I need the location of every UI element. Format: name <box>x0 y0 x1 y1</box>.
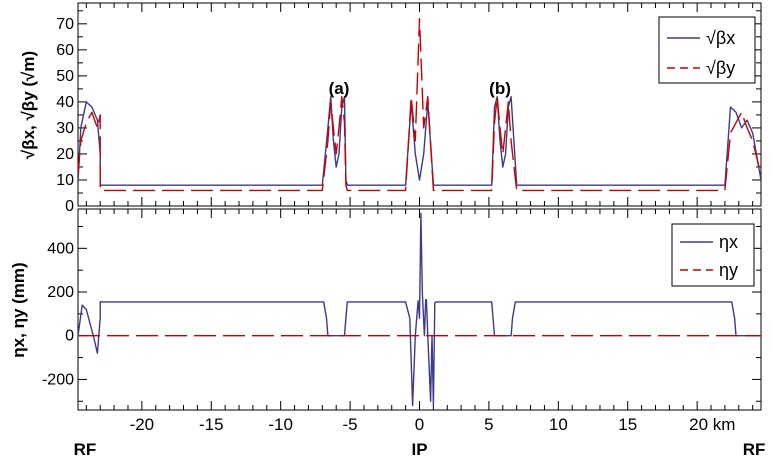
top-y-axis-title: √βx, √βy (√m) <box>19 51 38 159</box>
bottom-position-label: RF <box>743 440 766 459</box>
x-tick-label: 5 <box>484 415 493 434</box>
y-tick-label: 60 <box>56 42 74 59</box>
top-y-ticks: 0 10 20 30 40 50 60 70 <box>56 10 761 215</box>
bottom-y-ticks: -200 0 200 400 <box>42 225 761 402</box>
y-tick-label: 400 <box>47 240 74 257</box>
y-tick-label: 200 <box>47 284 74 301</box>
x-tick-labels: -20 -15 -10 -5 0 5 10 15 20 km <box>130 415 736 434</box>
bottom-legend-label-ey: ηy <box>719 260 738 280</box>
x-tick-label: 15 <box>618 415 637 434</box>
bottom-legend: ηx ηy <box>671 223 755 287</box>
bottom-position-labels: RF IP RF <box>74 440 766 459</box>
bottom-position-label: IP <box>411 440 427 459</box>
top-plot-frame <box>77 2 762 207</box>
y-tick-label: -200 <box>42 371 74 388</box>
x-tick-label: -15 <box>199 415 224 434</box>
bottom-legend-box <box>671 223 755 287</box>
y-tick-label: 10 <box>56 172 74 189</box>
top-legend: √βx √βy <box>658 16 756 84</box>
x-tick-label: 20 km <box>689 415 735 434</box>
series-line-sqrt-beta-y <box>78 17 761 192</box>
y-tick-label: 0 <box>65 198 74 215</box>
x-tick-label: 0 <box>415 415 424 434</box>
bottom-position-label: RF <box>74 440 97 459</box>
top-x-ticks <box>85 3 754 206</box>
annotation-label: (a) <box>329 79 350 98</box>
bottom-y-axis-title: ηx, ηy (mm) <box>9 262 28 357</box>
series-line-sqrt-beta-x <box>78 95 761 186</box>
top-legend-box <box>658 16 756 84</box>
top-annotations: (a) (b) <box>329 79 511 98</box>
y-tick-label: 30 <box>56 120 74 137</box>
top-legend-label-by: √βy <box>706 58 735 78</box>
y-tick-label: 0 <box>65 328 74 345</box>
x-tick-label: -20 <box>130 415 155 434</box>
y-tick-label: 50 <box>56 68 74 85</box>
bottom-x-ticks <box>85 209 754 410</box>
bottom-series-group <box>78 212 761 407</box>
annotation-label: (b) <box>489 79 511 98</box>
x-tick-label: 10 <box>549 415 568 434</box>
top-series-group <box>78 17 761 192</box>
top-legend-label-bx: √βx <box>706 28 735 48</box>
y-tick-label: 70 <box>56 16 74 33</box>
bottom-legend-label-ex: ηx <box>719 232 738 252</box>
y-tick-label: 40 <box>56 94 74 111</box>
x-tick-label: -5 <box>343 415 358 434</box>
x-tick-label: -10 <box>268 415 293 434</box>
y-tick-label: 20 <box>56 146 74 163</box>
